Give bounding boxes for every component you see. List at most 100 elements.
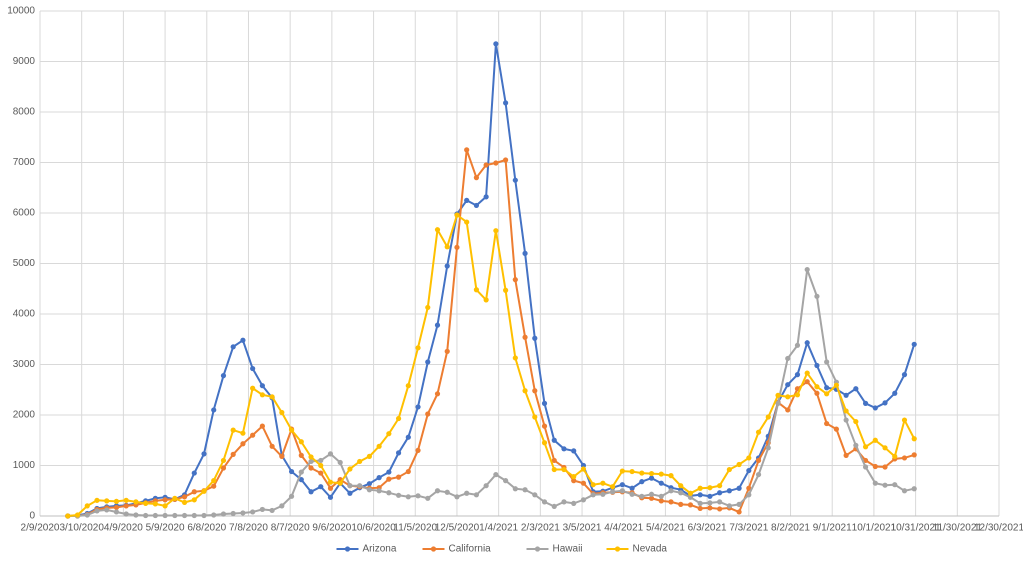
data-point [347, 466, 353, 472]
x-tick-label: 11/30/2021 [933, 523, 983, 534]
data-point [833, 382, 839, 388]
data-point [386, 431, 392, 437]
y-tick-label: 7000 [13, 157, 36, 168]
x-tick-label: 12/5/2020 [435, 523, 480, 534]
data-point [181, 512, 188, 519]
data-point [785, 382, 791, 388]
data-point [444, 263, 450, 269]
data-point [366, 481, 372, 487]
data-point [717, 483, 723, 489]
x-tick-label: 3/10/2020 [59, 523, 104, 534]
data-point [541, 423, 548, 429]
data-point [191, 470, 197, 476]
series-line [67, 149, 915, 517]
legend-marker [430, 546, 437, 552]
data-point [493, 471, 499, 478]
data-point [697, 485, 703, 491]
data-point [804, 379, 810, 385]
data-point [230, 451, 236, 457]
data-point [571, 474, 577, 480]
data-point [240, 510, 246, 516]
data-point [736, 509, 742, 515]
data-point [804, 370, 810, 376]
data-point [74, 512, 81, 518]
data-point [250, 509, 256, 515]
data-point [123, 503, 129, 509]
x-tick-label: 3/5/2021 [563, 523, 602, 534]
data-point [697, 505, 703, 512]
data-point [687, 502, 694, 508]
x-tick-label: 6/3/2021 [688, 523, 727, 534]
data-point [580, 466, 587, 472]
data-point [600, 480, 606, 486]
data-point [230, 344, 236, 350]
data-point [833, 426, 839, 432]
data-point [113, 509, 120, 515]
data-point [308, 465, 314, 471]
data-point [551, 503, 557, 510]
data-point [386, 490, 392, 496]
data-point [327, 479, 334, 485]
x-tick-label: 1/4/2021 [479, 523, 518, 534]
data-point [824, 385, 830, 391]
data-point [882, 445, 888, 451]
data-point [434, 322, 441, 328]
data-point [911, 486, 917, 492]
data-point [697, 500, 703, 506]
data-point [717, 499, 723, 505]
data-point [503, 100, 509, 106]
data-point [405, 494, 411, 500]
data-point [201, 451, 207, 457]
x-tick-label: 8/2/2021 [771, 523, 810, 534]
data-point [250, 385, 256, 391]
x-tick-label: 7/8/2020 [229, 523, 268, 534]
data-point [143, 512, 149, 519]
data-point [211, 483, 217, 489]
data-point [415, 447, 421, 453]
x-tick-label: 9/1/2021 [813, 523, 852, 534]
data-point [288, 493, 295, 499]
data-point [580, 497, 587, 503]
data-point [580, 480, 587, 486]
series-line [67, 213, 916, 517]
data-point [473, 492, 480, 498]
data-point [201, 488, 207, 494]
data-point [522, 388, 528, 394]
data-point [357, 458, 363, 465]
data-point [279, 409, 285, 416]
data-point [707, 485, 713, 491]
data-point [824, 420, 830, 427]
data-point [357, 483, 363, 489]
legend: Arizona California Hawaii Nevada [336, 544, 667, 555]
data-point [901, 372, 908, 378]
x-tick-label: 12/30/2021 [974, 523, 1023, 534]
data-point [619, 468, 625, 474]
data-point [366, 453, 372, 460]
data-point [707, 505, 713, 511]
data-point [201, 512, 207, 519]
data-point [483, 194, 489, 200]
data-point [503, 478, 509, 484]
data-point [503, 157, 509, 163]
data-point [746, 485, 752, 491]
data-point [444, 489, 450, 495]
data-point [872, 405, 878, 411]
data-point [386, 476, 392, 482]
data-point [191, 489, 197, 495]
x-tick-label: 10/31/2021 [891, 523, 941, 534]
data-point [814, 293, 820, 299]
data-point [658, 498, 664, 504]
data-point [473, 202, 480, 209]
data-point [639, 470, 645, 476]
data-point [707, 493, 713, 499]
data-point [318, 484, 324, 490]
data-point [191, 512, 197, 519]
data-point [347, 490, 353, 496]
y-tick-label: 4000 [13, 309, 36, 320]
data-point [804, 340, 810, 346]
data-point [629, 485, 635, 491]
data-point [843, 417, 849, 423]
data-point [532, 414, 538, 420]
data-point [619, 482, 625, 488]
